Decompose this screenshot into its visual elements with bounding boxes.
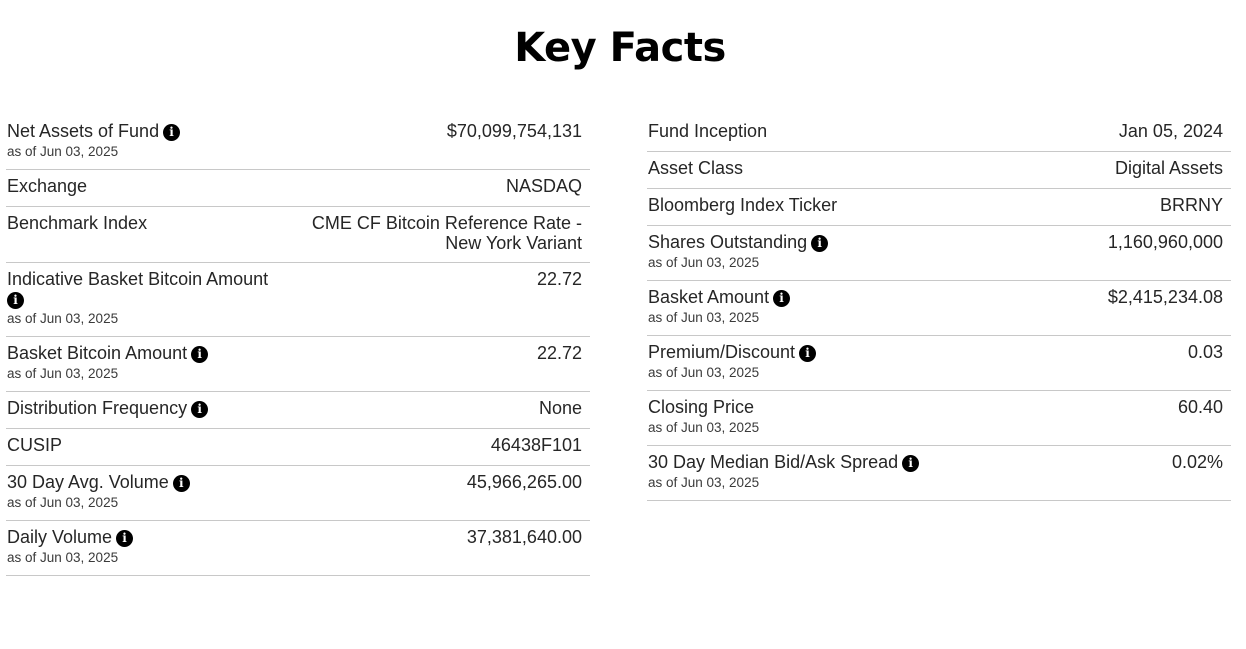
fact-value: NASDAQ	[505, 176, 582, 196]
fact-row-net-assets-of-fund: Net Assets of Fund i as of Jun 03, 2025 $70…	[6, 115, 590, 170]
fact-label: Distribution Frequency	[7, 398, 188, 418]
as-of-date: as of Jun 03, 2025	[648, 310, 760, 325]
fact-label-group: 30 Day Avg. Volume i as of Jun 03, 2025	[7, 472, 190, 511]
key-facts-left-column: Net Assets of Fund i as of Jun 03, 2025 $70…	[6, 115, 590, 576]
as-of-date: as of Jun 03, 2025	[648, 255, 760, 270]
fact-row-cusip: CUSIP 46438F101	[6, 429, 590, 466]
info-icon[interactable]: i	[172, 475, 190, 492]
fact-row-basket-amount: Basket Amount i as of Jun 03, 2025 $2,415,2…	[647, 281, 1231, 336]
fact-value: Digital Assets	[1114, 158, 1223, 178]
as-of-date: as of Jun 03, 2025	[7, 495, 119, 510]
as-of-date: as of Jun 03, 2025	[648, 365, 760, 380]
as-of-date: as of Jun 03, 2025	[7, 550, 119, 565]
fact-label: Indicative Basket Bitcoin Amount	[7, 269, 269, 289]
fact-row-fund-inception: Fund Inception Jan 05, 2024	[647, 115, 1231, 152]
fact-label-group: Asset Class	[648, 158, 743, 179]
fact-value: 22.72	[536, 269, 582, 289]
fact-label: 30 Day Avg. Volume	[7, 472, 169, 492]
as-of-date: as of Jun 03, 2025	[7, 144, 119, 159]
fact-label-group: Basket Bitcoin Amount i as of Jun 03, 2025	[7, 343, 209, 382]
fact-label: Exchange	[7, 176, 88, 196]
info-icon[interactable]: i	[116, 530, 134, 547]
fact-label: Fund Inception	[648, 121, 768, 141]
fact-row-daily-volume: Daily Volume i as of Jun 03, 2025 37,381,64…	[6, 521, 590, 576]
info-icon[interactable]: i	[902, 455, 920, 472]
fact-value: None	[538, 398, 582, 418]
fact-value: 1,160,960,000	[1107, 232, 1223, 252]
fact-label: Basket Amount	[648, 287, 770, 307]
fact-row-benchmark-index: Benchmark Index CME CF Bitcoin Reference …	[6, 207, 590, 263]
fact-value: 37,381,640.00	[466, 527, 582, 547]
info-icon[interactable]: i	[163, 124, 181, 141]
key-facts-right-column: Fund Inception Jan 05, 2024 Asset Class Dig…	[647, 115, 1231, 501]
fact-label-group: Premium/Discount i as of Jun 03, 2025	[648, 342, 817, 381]
fact-label: CUSIP	[7, 435, 63, 455]
fact-label-group: Bloomberg Index Ticker	[648, 195, 837, 216]
info-icon[interactable]: i	[191, 401, 209, 418]
fact-label: Asset Class	[648, 158, 744, 178]
fact-row-indicative-basket-bitcoin-amount: Indicative Basket Bitcoin Amount i as of J…	[6, 263, 590, 337]
fact-label: Daily Volume	[7, 527, 113, 547]
fact-value: 60.40	[1177, 397, 1223, 417]
info-icon[interactable]: i	[811, 235, 829, 252]
fact-label-group: CUSIP	[7, 435, 62, 456]
as-of-date: as of Jun 03, 2025	[7, 366, 119, 381]
fact-value: 0.02%	[1171, 452, 1223, 472]
fact-row-bloomberg-index-ticker: Bloomberg Index Ticker BRRNY	[647, 189, 1231, 226]
fact-row-premium-discount: Premium/Discount i as of Jun 03, 2025 0.03	[647, 336, 1231, 391]
fact-row-30-day-avg-volume: 30 Day Avg. Volume i as of Jun 03, 2025 45,…	[6, 466, 590, 521]
fact-value: CME CF Bitcoin Reference Rate - New York…	[311, 213, 582, 253]
fact-label: Net Assets of Fund	[7, 121, 160, 141]
fact-label: 30 Day Median Bid/Ask Spread	[648, 452, 899, 472]
fact-label: Basket Bitcoin Amount	[7, 343, 188, 363]
fact-label-group: Indicative Basket Bitcoin Amount i as of J…	[7, 269, 268, 327]
info-icon[interactable]: i	[799, 345, 817, 362]
fact-label-group: Shares Outstanding i as of Jun 03, 2025	[648, 232, 829, 271]
info-icon[interactable]: i	[7, 292, 24, 309]
fact-label: Bloomberg Index Ticker	[648, 195, 838, 215]
fact-row-basket-bitcoin-amount: Basket Bitcoin Amount i as of Jun 03, 2025…	[6, 337, 590, 392]
info-icon[interactable]: i	[191, 346, 209, 363]
fact-value: 22.72	[536, 343, 582, 363]
fact-label-group: Basket Amount i as of Jun 03, 2025	[648, 287, 791, 326]
fact-row-closing-price: Closing Price as of Jun 03, 2025 60.40	[647, 391, 1231, 446]
fact-label-group: Exchange	[7, 176, 87, 197]
fact-label-group: Distribution Frequency i	[7, 398, 209, 419]
fact-value: 46438F101	[490, 435, 582, 455]
fact-value: $2,415,234.08	[1107, 287, 1223, 307]
fact-value: $70,099,754,131	[446, 121, 582, 141]
fact-value: BRRNY	[1159, 195, 1223, 215]
fact-value: 0.03	[1187, 342, 1223, 362]
as-of-date: as of Jun 03, 2025	[648, 420, 760, 435]
fact-label-group: Benchmark Index	[7, 213, 147, 234]
fact-row-shares-outstanding: Shares Outstanding i as of Jun 03, 2025 1,1…	[647, 226, 1231, 281]
info-icon[interactable]: i	[773, 290, 791, 307]
fact-value: Jan 05, 2024	[1118, 121, 1223, 141]
fact-label-group: Fund Inception	[648, 121, 767, 142]
as-of-date: as of Jun 03, 2025	[648, 475, 760, 490]
fact-label: Shares Outstanding	[648, 232, 808, 252]
fact-label-group: Daily Volume i as of Jun 03, 2025	[7, 527, 134, 566]
fact-row-distribution-frequency: Distribution Frequency i None	[6, 392, 590, 429]
fact-label: Closing Price	[648, 397, 755, 417]
page-title: Key Facts	[514, 24, 726, 71]
as-of-date: as of Jun 03, 2025	[7, 311, 119, 326]
fact-label-group: Net Assets of Fund i as of Jun 03, 2025	[7, 121, 181, 160]
fact-row-exchange: Exchange NASDAQ	[6, 170, 590, 207]
fact-label: Benchmark Index	[7, 213, 148, 233]
fact-label-group: Closing Price as of Jun 03, 2025	[648, 397, 759, 436]
fact-value: 45,966,265.00	[466, 472, 582, 492]
fact-row-30-day-median-bid-ask-spread: 30 Day Median Bid/Ask Spread i as of Jun 0…	[647, 446, 1231, 501]
fact-label-group: 30 Day Median Bid/Ask Spread i as of Jun 0…	[648, 452, 920, 491]
fact-label: Premium/Discount	[648, 342, 796, 362]
fact-row-asset-class: Asset Class Digital Assets	[647, 152, 1231, 189]
